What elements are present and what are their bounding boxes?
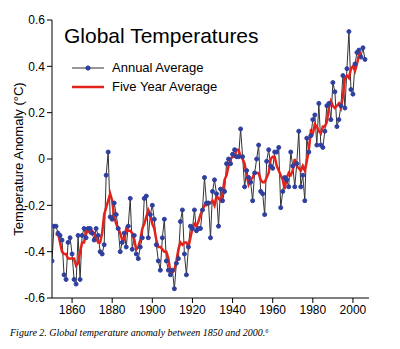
- svg-text:0.4: 0.4: [28, 60, 45, 74]
- svg-text:1900: 1900: [139, 303, 166, 317]
- svg-text:1960: 1960: [259, 303, 286, 317]
- svg-text:1880: 1880: [99, 303, 126, 317]
- svg-text:-0.4: -0.4: [24, 245, 45, 259]
- svg-text:1860: 1860: [59, 303, 86, 317]
- svg-text:2000: 2000: [340, 303, 367, 317]
- svg-text:0.2: 0.2: [28, 106, 45, 120]
- html-text:Figure 2. Global temperature a: Figure 2. Global temperature anomaly bet…: [10, 327, 269, 338]
- svg-text:1980: 1980: [299, 303, 326, 317]
- svg-text:-0.2: -0.2: [24, 199, 45, 213]
- svg-text:Temperature Anomaly (°C): Temperature Anomaly (°C): [11, 82, 26, 235]
- html-text:Five Year Average: Five Year Average: [112, 79, 218, 94]
- svg-text:0.6: 0.6: [28, 13, 45, 27]
- html-text:Annual Average: Annual Average: [112, 60, 204, 75]
- html-text:Global Temperatures: Global Temperatures: [64, 24, 259, 47]
- svg-text:-0.6: -0.6: [24, 291, 45, 305]
- svg-text:1940: 1940: [219, 303, 246, 317]
- svg-text:1920: 1920: [179, 303, 206, 317]
- svg-text:0: 0: [38, 152, 45, 166]
